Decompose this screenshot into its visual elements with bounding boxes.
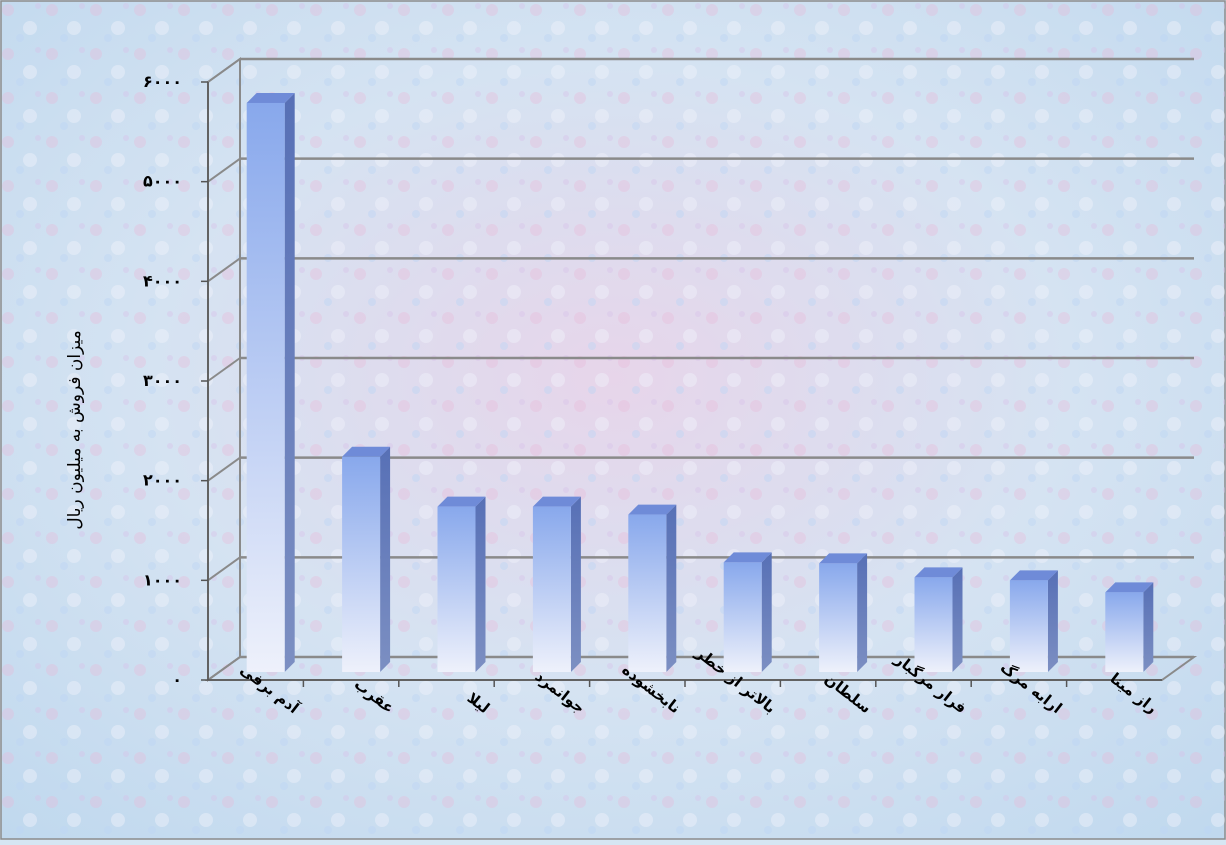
bar-front — [1105, 592, 1144, 672]
bar-front — [914, 577, 953, 672]
bar-side — [952, 567, 963, 672]
gridline-diagonal — [207, 556, 241, 582]
bar-cap — [723, 552, 772, 563]
bar-cap — [914, 567, 963, 578]
bars — [246, 92, 1154, 672]
bar-side — [857, 553, 868, 672]
bar-side — [284, 92, 295, 672]
bar-front — [342, 456, 381, 672]
bar-front — [437, 506, 476, 672]
gridline-diagonal — [207, 157, 241, 183]
y-tick-label: ۵۰۰۰ — [143, 172, 182, 191]
y-tick-label: ۶۰۰۰ — [143, 72, 182, 91]
bar-front — [1009, 580, 1048, 672]
bar — [914, 567, 963, 672]
bar — [246, 92, 295, 672]
bar-cap — [819, 553, 868, 564]
bar-side — [761, 552, 772, 672]
bar-front — [723, 562, 762, 672]
y-axis-title: میزان فروش به میلیون ریال — [65, 330, 85, 529]
bar-cap — [1009, 570, 1058, 581]
y-tick-label: ۲۰۰۰ — [143, 471, 182, 490]
bar-front — [532, 506, 571, 672]
bar-side — [1047, 570, 1058, 672]
y-tick-label: ۱۰۰۰ — [143, 570, 182, 589]
bar-side — [570, 496, 581, 672]
bar — [1009, 570, 1058, 672]
bar-cap — [437, 496, 486, 507]
bar — [1105, 582, 1154, 672]
bar — [628, 504, 677, 672]
bar-cap — [532, 496, 581, 507]
bar-side — [380, 446, 391, 672]
bar-cap — [342, 446, 391, 457]
bar-cap — [246, 92, 295, 103]
y-tick-label: ۳۰۰۰ — [143, 371, 182, 390]
bar-side — [666, 504, 677, 672]
gridline-diagonal — [207, 456, 241, 482]
bar-front — [246, 102, 285, 672]
bar-front — [628, 514, 667, 672]
bar-cap — [1105, 582, 1154, 593]
bar-side — [1143, 582, 1154, 672]
bar-side — [475, 496, 486, 672]
bar-cap — [628, 504, 677, 515]
bar-front — [819, 563, 858, 672]
bar — [819, 553, 868, 672]
axes — [201, 57, 1198, 687]
bar — [532, 496, 581, 672]
gridline-diagonal — [207, 357, 241, 382]
y-tick-label: ۴۰۰۰ — [143, 271, 182, 290]
bar — [723, 552, 772, 672]
bar — [342, 446, 391, 672]
y-tick-label: ۰ — [172, 670, 182, 689]
bar — [437, 496, 486, 672]
gridline-diagonal — [207, 257, 241, 283]
